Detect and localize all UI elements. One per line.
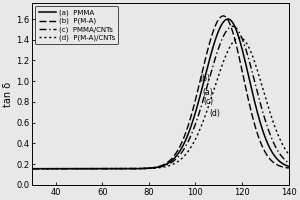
Text: (c): (c)	[204, 97, 214, 106]
Text: (a): (a)	[202, 88, 213, 97]
Text: (d): (d)	[209, 109, 220, 118]
Text: (b): (b)	[199, 74, 210, 83]
Y-axis label: tan δ: tan δ	[4, 82, 14, 107]
Legend: (a)  PMMA, (b)  P(M-A), (c)  PMMA/CNTs, (d)  P(M-A)/CNTs: (a) PMMA, (b) P(M-A), (c) PMMA/CNTs, (d)…	[35, 6, 118, 44]
